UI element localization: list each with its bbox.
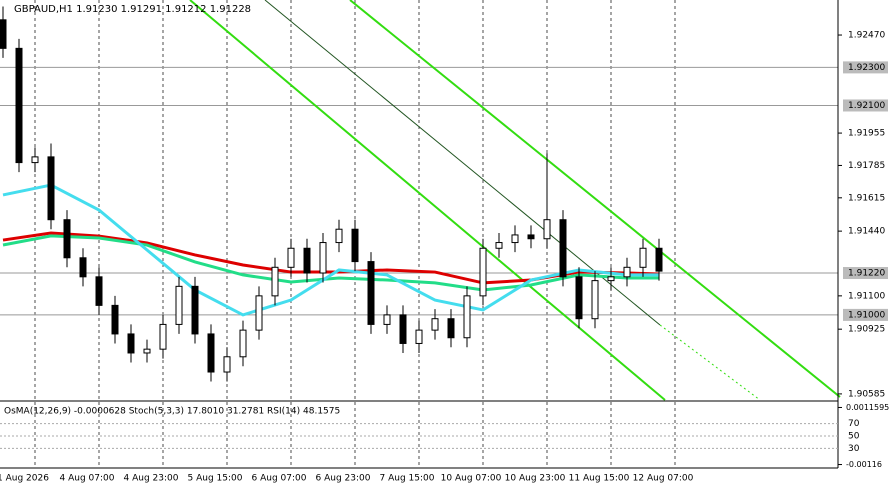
indicator-title: OsMA(12,26,9) -0.0000628 Stoch(5,3,3) 17… bbox=[4, 407, 340, 417]
candle-body bbox=[207, 333, 215, 373]
candle-body bbox=[319, 242, 327, 274]
candle-body bbox=[447, 318, 455, 339]
candle-body bbox=[511, 234, 519, 244]
candle-body bbox=[159, 323, 167, 350]
candle-body bbox=[47, 156, 55, 221]
candle-body bbox=[0, 19, 7, 49]
x-tick-label: 12 Aug 07:00 bbox=[633, 474, 694, 484]
y-tick-label: 1.92470 bbox=[848, 31, 885, 41]
level-label: 1.91000 bbox=[848, 310, 885, 320]
candle-body bbox=[271, 266, 279, 297]
candle-body bbox=[431, 318, 439, 331]
candle-body bbox=[543, 219, 551, 240]
y-tick-label: 1.91440 bbox=[848, 227, 885, 237]
candle-body bbox=[383, 314, 391, 325]
x-tick-label: 11 Aug 15:00 bbox=[569, 474, 630, 484]
candle-body bbox=[559, 219, 567, 278]
level-label: 1.92300 bbox=[848, 63, 885, 73]
x-tick-label: 10 Aug 07:00 bbox=[441, 474, 502, 484]
candle-body bbox=[527, 234, 535, 240]
candle-body bbox=[175, 285, 183, 325]
y-tick-label: 1.91785 bbox=[848, 161, 885, 171]
candle-body bbox=[143, 348, 151, 354]
candle-body bbox=[191, 285, 199, 335]
y-tick-label: 1.91615 bbox=[848, 193, 885, 203]
level-label-box bbox=[843, 61, 888, 74]
candle-body bbox=[95, 276, 103, 306]
trend-line-extension bbox=[659, 324, 761, 401]
y-tick-label: 1.90585 bbox=[848, 389, 885, 399]
candle-body bbox=[367, 261, 375, 325]
candle-body bbox=[287, 247, 295, 268]
y2-tick-label: 0.0011595 bbox=[846, 403, 889, 412]
candle-body bbox=[127, 333, 135, 354]
candle-body bbox=[623, 266, 631, 278]
candle-body bbox=[63, 219, 71, 259]
level-label: 1.92100 bbox=[848, 101, 885, 111]
candle-body bbox=[223, 356, 231, 373]
candle-body bbox=[463, 295, 471, 339]
candle-body bbox=[335, 228, 343, 244]
level-label: 1.91220 bbox=[848, 269, 885, 279]
candle-body bbox=[15, 47, 23, 164]
channel-line bbox=[189, 0, 666, 401]
candle-body bbox=[591, 280, 599, 320]
candle-body bbox=[495, 242, 503, 249]
x-tick-label: 10 Aug 23:00 bbox=[505, 474, 566, 484]
x-tick-label: 6 Aug 23:00 bbox=[316, 474, 371, 484]
x-tick-label: 4 Aug 07:00 bbox=[60, 474, 115, 484]
candle-body bbox=[655, 247, 663, 272]
candle-body bbox=[607, 276, 615, 282]
y-tick-label: 30 bbox=[848, 444, 860, 454]
x-tick-label: 5 Aug 15:00 bbox=[188, 474, 243, 484]
x-tick-label: 6 Aug 07:00 bbox=[252, 474, 307, 484]
candle-body bbox=[639, 247, 647, 268]
level-label-box bbox=[843, 99, 888, 112]
candle-body bbox=[351, 228, 359, 263]
channel-line bbox=[349, 0, 841, 398]
candle-body bbox=[415, 329, 423, 344]
candle-body bbox=[575, 276, 583, 320]
x-tick-label: 7 Aug 15:00 bbox=[380, 474, 435, 484]
x-tick-label: 1 Aug 2026 bbox=[0, 474, 49, 484]
candle-body bbox=[111, 304, 119, 335]
level-label-box bbox=[843, 267, 888, 280]
chart-title: GBPAUD,H1 1.91230 1.91291 1.91212 1.9122… bbox=[14, 4, 251, 15]
y-tick-label: 1.90925 bbox=[848, 325, 885, 335]
candle-body bbox=[239, 329, 247, 358]
y-tick-label: 1.91955 bbox=[848, 129, 885, 139]
candle-body bbox=[31, 156, 39, 164]
x-tick-label: 4 Aug 23:00 bbox=[124, 474, 179, 484]
candle-body bbox=[399, 314, 407, 344]
y2-tick-label: -0.00116 bbox=[846, 460, 882, 469]
candle-body bbox=[79, 257, 87, 278]
y-tick-label: 50 bbox=[848, 432, 860, 442]
y-tick-label: 70 bbox=[848, 419, 860, 429]
candle-body bbox=[479, 247, 487, 297]
y-tick-label: 1.91100 bbox=[848, 291, 885, 301]
level-label-box bbox=[843, 308, 888, 321]
candle-body bbox=[303, 247, 311, 274]
candle-body bbox=[255, 295, 263, 331]
